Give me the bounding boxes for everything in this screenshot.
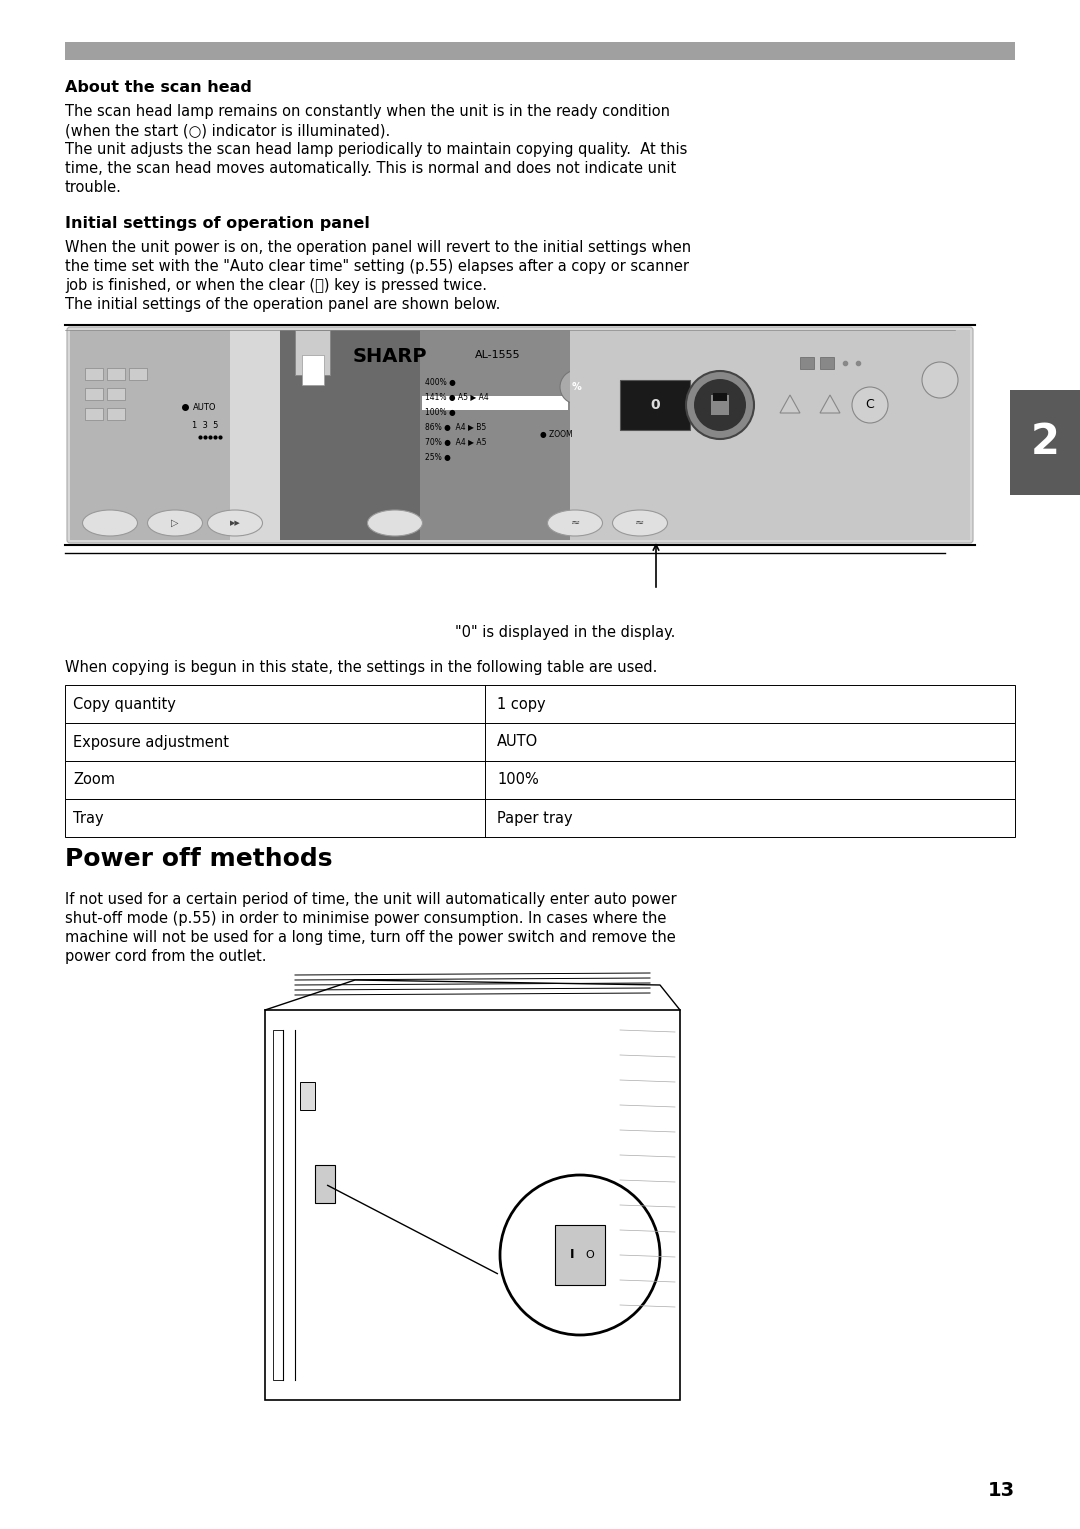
Circle shape (686, 372, 754, 439)
Circle shape (852, 387, 888, 424)
Circle shape (561, 370, 594, 404)
Bar (420, 330, 570, 540)
Bar (570, 330, 970, 540)
Text: 1 copy: 1 copy (497, 697, 545, 711)
Polygon shape (780, 394, 800, 413)
Text: If not used for a certain period of time, the unit will automatically enter auto: If not used for a certain period of time… (65, 891, 677, 907)
Circle shape (694, 379, 746, 431)
Text: Tray: Tray (73, 810, 104, 826)
Ellipse shape (148, 511, 203, 537)
Ellipse shape (612, 511, 667, 537)
Bar (422, 396, 568, 410)
Bar (620, 381, 690, 430)
Ellipse shape (82, 511, 137, 537)
Circle shape (500, 1174, 660, 1335)
Bar (295, 330, 330, 375)
Bar (302, 355, 324, 385)
Bar (800, 356, 814, 368)
Text: When copying is begun in this state, the settings in the following table are use: When copying is begun in this state, the… (65, 661, 658, 674)
Text: The unit adjusts the scan head lamp periodically to maintain copying quality.  A: The unit adjusts the scan head lamp peri… (65, 142, 687, 157)
Text: 1  3  5: 1 3 5 (192, 420, 218, 430)
Text: power cord from the outlet.: power cord from the outlet. (65, 950, 267, 963)
Text: ≈: ≈ (570, 518, 580, 528)
Text: O: O (585, 1251, 594, 1260)
Bar (1010, 390, 1080, 495)
Bar (555, 1225, 605, 1284)
Text: 100% ●: 100% ● (426, 408, 456, 417)
Text: AUTO: AUTO (193, 402, 216, 411)
Text: ▶▶: ▶▶ (230, 520, 241, 526)
Bar (280, 330, 420, 540)
Bar (65, 723, 1015, 761)
Bar (107, 408, 125, 420)
Bar (70, 330, 230, 540)
Text: 13: 13 (988, 1482, 1015, 1500)
Text: trouble.: trouble. (65, 180, 122, 196)
Bar (820, 356, 834, 368)
Bar (107, 388, 125, 401)
Text: the time set with the "Auto clear time" setting (p.55) elapses after a copy or s: the time set with the "Auto clear time" … (65, 258, 689, 274)
Bar (85, 408, 103, 420)
Text: About the scan head: About the scan head (65, 80, 252, 95)
Bar (129, 368, 147, 381)
Bar (300, 1083, 315, 1110)
Text: I: I (570, 1249, 575, 1261)
Bar (85, 388, 103, 401)
Text: %: % (572, 382, 582, 391)
Text: 86% ●  A4 ▶ B5: 86% ● A4 ▶ B5 (426, 424, 486, 433)
Text: 2: 2 (1030, 422, 1059, 463)
Bar (85, 368, 103, 381)
Bar (65, 41, 1015, 60)
Text: AUTO: AUTO (497, 734, 538, 749)
Bar (65, 685, 1015, 723)
Text: Power off methods: Power off methods (65, 847, 333, 872)
Ellipse shape (367, 511, 422, 537)
Text: 141% ● A5 ▶ A4: 141% ● A5 ▶ A4 (426, 393, 489, 402)
Text: 0: 0 (650, 398, 660, 411)
Ellipse shape (548, 511, 603, 537)
Text: "0" is displayed in the display.: "0" is displayed in the display. (455, 625, 675, 641)
Ellipse shape (207, 511, 262, 537)
Text: The scan head lamp remains on constantly when the unit is in the ready condition: The scan head lamp remains on constantly… (65, 104, 670, 119)
Text: ▷: ▷ (172, 518, 179, 528)
Text: Paper tray: Paper tray (497, 810, 572, 826)
Text: time, the scan head moves automatically. This is normal and does not indicate un: time, the scan head moves automatically.… (65, 161, 676, 176)
Text: shut-off mode (p.55) in order to minimise power consumption. In cases where the: shut-off mode (p.55) in order to minimis… (65, 911, 666, 927)
Bar (273, 1031, 283, 1381)
Text: The initial settings of the operation panel are shown below.: The initial settings of the operation pa… (65, 297, 500, 312)
Bar (265, 1011, 680, 1401)
Text: Initial settings of operation panel: Initial settings of operation panel (65, 216, 369, 231)
Text: ≈: ≈ (635, 518, 645, 528)
Text: When the unit power is on, the operation panel will revert to the initial settin: When the unit power is on, the operation… (65, 240, 691, 255)
Text: AL-1555: AL-1555 (475, 350, 521, 359)
Bar (107, 368, 125, 381)
Text: 400% ●: 400% ● (426, 378, 456, 387)
Bar (711, 394, 729, 414)
Text: Zoom: Zoom (73, 772, 114, 787)
Bar (65, 761, 1015, 800)
Text: Exposure adjustment: Exposure adjustment (73, 734, 229, 749)
Bar (713, 393, 727, 401)
Text: ● ZOOM: ● ZOOM (540, 431, 572, 439)
Text: Copy quantity: Copy quantity (73, 697, 176, 711)
Bar (65, 800, 1015, 836)
Bar (315, 1165, 335, 1203)
Text: 70% ●  A4 ▶ A5: 70% ● A4 ▶ A5 (426, 437, 486, 446)
Text: (when the start (○) indicator is illuminated).: (when the start (○) indicator is illumin… (65, 122, 390, 138)
Text: job is finished, or when the clear (Ⓒ) key is pressed twice.: job is finished, or when the clear (Ⓒ) k… (65, 278, 487, 294)
Text: C: C (866, 399, 875, 411)
Text: machine will not be used for a long time, turn off the power switch and remove t: machine will not be used for a long time… (65, 930, 676, 945)
FancyBboxPatch shape (67, 327, 973, 543)
Circle shape (922, 362, 958, 398)
Text: SHARP: SHARP (353, 347, 428, 365)
Polygon shape (820, 394, 840, 413)
Text: 25% ●: 25% ● (426, 453, 450, 462)
Text: 100%: 100% (497, 772, 539, 787)
